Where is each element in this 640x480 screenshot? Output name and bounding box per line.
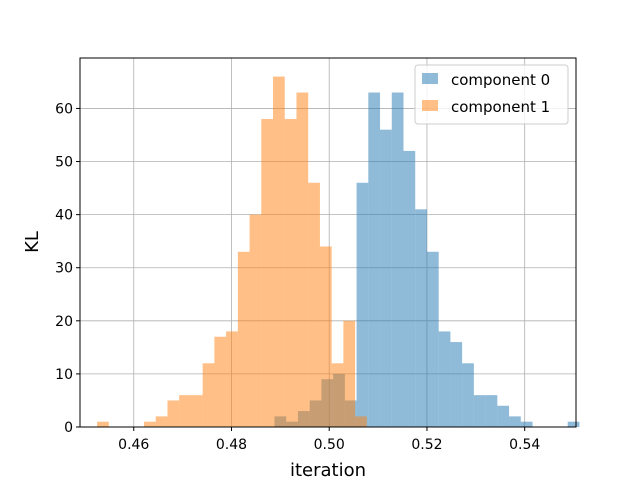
- x-axis-label: iteration: [290, 460, 366, 480]
- histogram-bar: [214, 336, 227, 427]
- legend-label-component-1: component 1: [451, 98, 550, 116]
- histogram-bar: [226, 331, 238, 427]
- y-tick-label: 30: [55, 261, 73, 277]
- histogram-bar: [155, 416, 168, 427]
- y-tick-label: 40: [55, 208, 73, 224]
- histogram-bar: [368, 92, 381, 427]
- histogram-bar: [485, 395, 498, 427]
- histogram-bars: [97, 76, 580, 427]
- histogram-bar: [415, 209, 427, 427]
- histogram-bar: [403, 150, 416, 427]
- histogram-bar: [355, 416, 367, 427]
- histogram-bar: [391, 92, 404, 427]
- histogram-bar: [497, 405, 510, 427]
- histogram-bar: [462, 363, 474, 427]
- histogram-bar: [380, 129, 392, 427]
- histogram-bar: [261, 119, 274, 427]
- histogram-bar: [450, 342, 463, 427]
- legend-swatch-component-1: [422, 100, 438, 111]
- histogram-bar: [331, 363, 344, 427]
- legend: component 0 component 1: [414, 64, 569, 125]
- x-tick-label: 0.50: [314, 437, 345, 453]
- histogram-bar: [319, 246, 332, 427]
- histogram-bar: [473, 395, 486, 427]
- y-tick-label: 10: [55, 367, 73, 383]
- histogram-bar: [426, 251, 439, 427]
- histogram-bar: [190, 395, 203, 427]
- histogram-bar: [438, 331, 451, 427]
- legend-label-component-0: component 0: [451, 71, 550, 89]
- x-tick-label: 0.46: [118, 437, 149, 453]
- histogram-bar: [249, 214, 262, 427]
- histogram-bar: [202, 363, 215, 427]
- x-tick-label: 0.54: [509, 437, 540, 453]
- legend-swatch-component-0: [422, 73, 438, 84]
- plot-frame: [79, 57, 577, 428]
- y-tick-label: 20: [55, 314, 73, 330]
- histogram-bar: [144, 421, 156, 427]
- y-tick-label: 60: [55, 101, 73, 117]
- histogram-bar: [343, 320, 356, 427]
- y-tick-label: 50: [55, 155, 73, 171]
- histogram-bar: [167, 400, 180, 427]
- series-1-bars: [97, 76, 367, 427]
- y-axis-ticks: 0 10 20 30 40 50 60: [55, 101, 80, 436]
- x-tick-label: 0.52: [411, 437, 442, 453]
- x-axis-ticks: 0.46 0.48 0.50 0.52 0.54: [118, 427, 540, 453]
- histogram-bar: [509, 416, 521, 427]
- grid-lines: [80, 58, 576, 428]
- histogram-bar: [296, 92, 309, 427]
- y-axis-label: KL: [22, 231, 43, 253]
- histogram-bar: [179, 395, 191, 427]
- histogram-bar: [237, 251, 250, 427]
- histogram-bar: [567, 421, 580, 427]
- histogram-bar: [284, 119, 297, 427]
- legend-box: [414, 64, 569, 125]
- y-tick-label: 0: [64, 420, 73, 436]
- histogram-bar: [308, 182, 320, 427]
- histogram-bar: [520, 421, 533, 427]
- x-tick-label: 0.48: [216, 437, 247, 453]
- histogram-bar: [97, 421, 109, 427]
- histogram-bar: [356, 182, 369, 427]
- histogram-bar: [273, 76, 285, 427]
